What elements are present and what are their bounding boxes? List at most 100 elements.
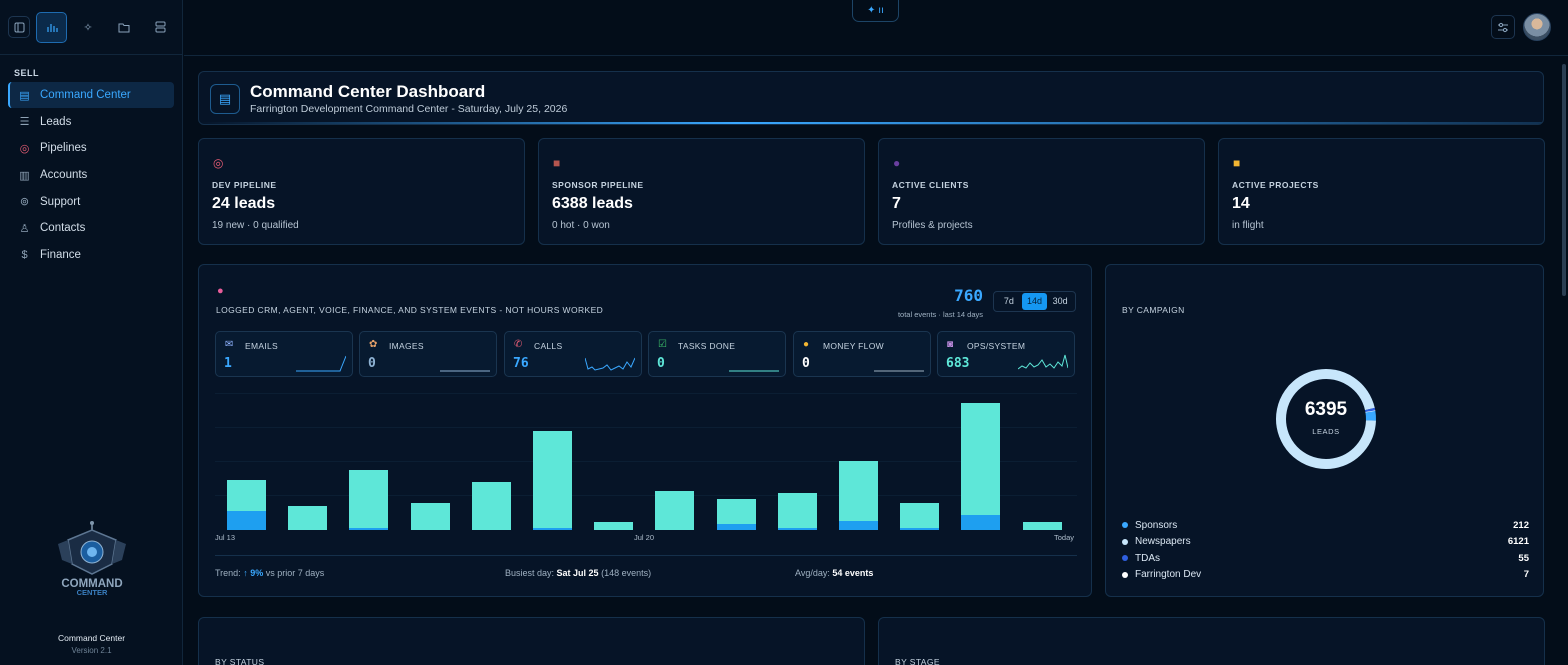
- dashboard-view-button[interactable]: [36, 11, 67, 43]
- robot-icon: ◙: [947, 339, 954, 350]
- dashboard-icon: ▤: [19, 89, 30, 102]
- stat-card-dev-pipeline[interactable]: ◎ DEV PIPELINE 24 leads 19 new · 0 quali…: [198, 138, 525, 245]
- sparkle-wave-icon: ✦ ıı: [867, 5, 884, 16]
- donut-slice-newspapers[interactable]: [1274, 367, 1378, 471]
- bar-segment-bottom: [900, 528, 940, 530]
- legend-item-tdas[interactable]: TDAs 55: [1122, 550, 1529, 567]
- bar-segment-top: [900, 503, 940, 529]
- sidebar-item-command-center[interactable]: ▤ Command Center: [8, 82, 174, 108]
- legend-item-sponsors[interactable]: Sponsors 212: [1122, 517, 1529, 534]
- lifebuoy-icon: ⊚: [19, 196, 30, 209]
- stage-panel-title: BY STAGE: [895, 657, 940, 665]
- trend-summary: Trend: ↑ 9% vs prior 7 days: [215, 568, 325, 578]
- legend-item-farrington-dev[interactable]: Farrington Dev 7: [1122, 567, 1529, 584]
- storage-button[interactable]: [145, 16, 175, 38]
- metric-calls[interactable]: ✆ CALLS 76: [504, 331, 642, 377]
- activity-subtitle: LOGGED CRM, AGENT, VOICE, FINANCE, AND S…: [216, 305, 604, 315]
- sidebar-toolbar: ✧: [0, 0, 182, 55]
- metric-value: 1: [224, 356, 232, 371]
- sidebar-item-finance[interactable]: $ Finance: [8, 242, 174, 268]
- bar-segment-top: [533, 430, 572, 529]
- voice-assistant-button[interactable]: ✦ ıı: [852, 0, 899, 22]
- bar-jul-18[interactable]: [594, 522, 634, 530]
- bar-jul-19[interactable]: [655, 490, 695, 530]
- activity-total-caption: total events · last 14 days: [897, 310, 983, 319]
- sidebar-item-contacts[interactable]: ♙ Contacts: [8, 215, 174, 241]
- bar-jul-15[interactable]: [410, 503, 450, 530]
- bar-segment-top: [594, 522, 634, 530]
- sidebar-item-support[interactable]: ⊚ Support: [8, 189, 174, 215]
- busiest-day-summary: Busiest day: Sat Jul 25 (148 events): [505, 568, 652, 578]
- bar-jul-16[interactable]: [471, 482, 511, 530]
- sidebar-toggle-button[interactable]: [8, 16, 30, 38]
- sidebar: ✧ SELL ▤ Command Center ☰ Leads ◎ Pipeli…: [0, 0, 183, 665]
- range-14d-button[interactable]: 14d: [1021, 293, 1048, 310]
- stat-card-active-clients[interactable]: ● ACTIVE CLIENTS 7 Profiles & projects: [878, 138, 1205, 245]
- metric-value: 0: [657, 356, 665, 371]
- activity-total: 760: [954, 286, 983, 305]
- bar-jul-24[interactable]: [961, 403, 1001, 530]
- metric-value: 76: [513, 356, 529, 371]
- bar-segment-bottom: [839, 521, 878, 530]
- sparkle-icon: ✧: [83, 21, 93, 34]
- donut-slice-farrington-dev[interactable]: [1274, 367, 1378, 471]
- activity-divider: [215, 555, 1077, 556]
- trend-up-icon: ↑: [243, 568, 248, 578]
- bar-segment-top: [227, 480, 266, 512]
- trend-value: 9%: [250, 568, 264, 578]
- stat-value: 24 leads: [212, 195, 276, 212]
- bar-segment-bottom: [349, 528, 389, 530]
- legend-name: TDAs: [1135, 552, 1160, 564]
- app-name: Command Center: [57, 633, 126, 643]
- gridline: [215, 427, 1077, 428]
- bar-jul-22[interactable]: [839, 460, 878, 530]
- gridline: [215, 461, 1077, 462]
- bar-jul-12[interactable]: [227, 480, 266, 530]
- gridline: [215, 495, 1077, 496]
- range-7d-button[interactable]: 7d: [1003, 296, 1014, 306]
- bar-jul-25[interactable]: [1022, 522, 1062, 530]
- sidebar-item-label: Leads: [40, 115, 72, 128]
- sparkline: [1018, 354, 1068, 370]
- bar-jul-23[interactable]: [900, 503, 940, 530]
- bar-jul-17[interactable]: [533, 430, 572, 530]
- stat-card-active-projects[interactable]: ■ ACTIVE PROJECTS 14 in flight: [1218, 138, 1545, 245]
- stat-card-sponsor-pipeline[interactable]: ■ SPONSOR PIPELINE 6388 leads 0 hot · 0 …: [538, 138, 865, 245]
- legend-item-newspapers[interactable]: Newspapers 6121: [1122, 534, 1529, 551]
- settings-button[interactable]: [1491, 15, 1515, 39]
- bar-jul-14[interactable]: [349, 470, 389, 530]
- metric-emails[interactable]: ✉ EMAILS 1: [215, 331, 353, 377]
- user-avatar[interactable]: [1523, 13, 1551, 41]
- bar-jul-13[interactable]: [288, 506, 328, 530]
- campaign-title: BY CAMPAIGN: [1122, 305, 1185, 315]
- sidebar-item-accounts[interactable]: ▥ Accounts: [8, 162, 174, 188]
- metric-label: MONEY FLOW: [823, 341, 884, 351]
- folder-icon: ■: [1233, 156, 1241, 170]
- page-scrollbar[interactable]: [1562, 64, 1566, 296]
- sparkline: [585, 357, 635, 371]
- sidebar-item-pipelines[interactable]: ◎ Pipelines: [8, 135, 174, 161]
- x-label-start: Jul 13: [215, 533, 236, 542]
- dashboard-header: ▤ Command Center Dashboard Farrington De…: [198, 71, 1544, 125]
- files-button[interactable]: [109, 16, 139, 38]
- metric-images[interactable]: ✿ IMAGES 0: [359, 331, 497, 377]
- sliders-icon: [1498, 22, 1508, 32]
- campaign-panel: BY CAMPAIGN 6395 LEADS Sponsors 212 News…: [1105, 264, 1544, 597]
- legend-dot: [1122, 571, 1128, 578]
- metric-ops-system[interactable]: ◙ OPS/SYSTEM 683: [937, 331, 1075, 377]
- metric-tasks-done[interactable]: ☑ TASKS DONE 0: [648, 331, 786, 377]
- sidebar-item-leads[interactable]: ☰ Leads: [8, 109, 174, 135]
- bar-segment-top: [1022, 522, 1062, 530]
- bar-jul-20[interactable]: [716, 499, 756, 530]
- stat-value: 7: [892, 195, 901, 212]
- bar-segment-bottom: [961, 515, 1001, 530]
- bar-jul-21[interactable]: [777, 493, 817, 530]
- list-icon: ☰: [19, 116, 30, 129]
- range-30d-button[interactable]: 30d: [1052, 296, 1068, 306]
- campaign-donut-chart: [1274, 367, 1378, 471]
- metric-value: 0: [368, 356, 376, 371]
- metric-money-flow[interactable]: ● MONEY FLOW 0: [793, 331, 931, 377]
- activity-panel: ● LOGGED CRM, AGENT, VOICE, FINANCE, AND…: [198, 264, 1092, 597]
- ai-assistant-button[interactable]: ✧: [73, 16, 103, 38]
- header-accent-line: [199, 122, 1543, 124]
